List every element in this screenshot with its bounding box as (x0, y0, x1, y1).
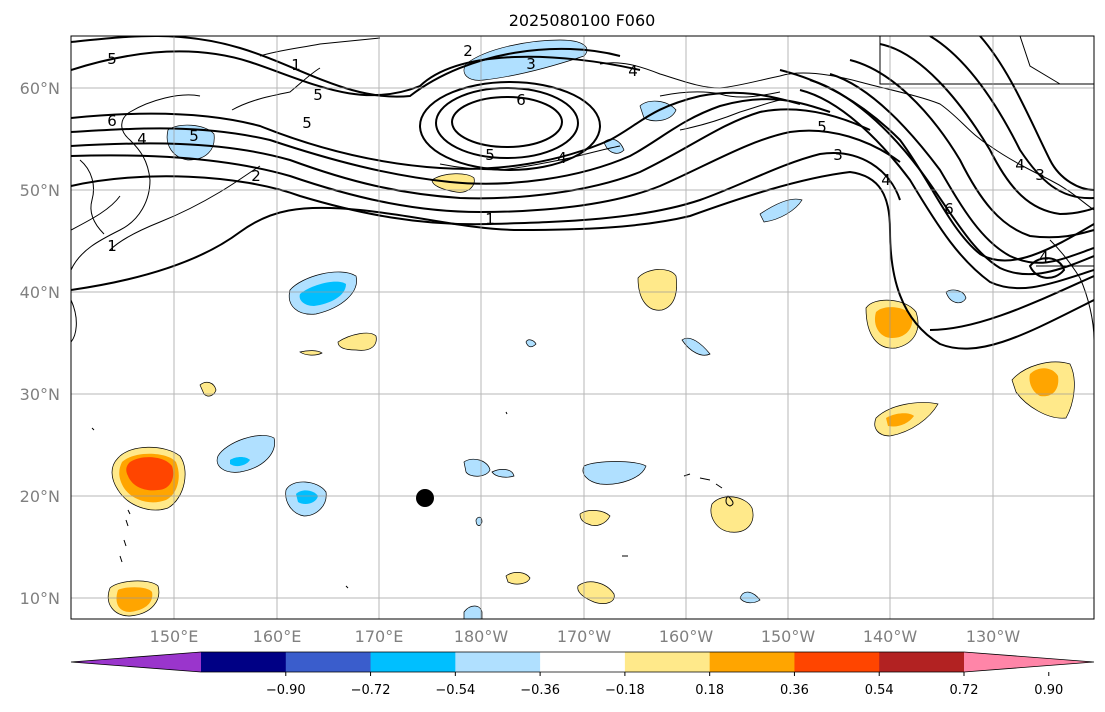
contour-label: 6 (107, 112, 117, 130)
contour-label: 5 (107, 50, 117, 68)
lon-label: 160°E (253, 627, 302, 646)
contour-label: 6 (516, 91, 526, 109)
lat-label: 40°N (20, 283, 60, 302)
colorbar-segment (201, 652, 287, 672)
contour-label: 5 (189, 127, 199, 145)
contour-label: 1 (485, 210, 495, 228)
colorbar-tick-label: −0.54 (435, 683, 475, 698)
colorbar-segment (879, 652, 965, 672)
colorbar-outline (70, 651, 1095, 673)
colorbar-segment (370, 652, 456, 672)
latitude-labels: 60°N 50°N 40°N 30°N 20°N 10°N (20, 79, 60, 608)
colorbar-tick-label: −0.18 (605, 683, 645, 698)
contour-label: 3 (833, 146, 843, 164)
colorbar-tick-labels: −0.90 −0.72 −0.54 −0.36 −0.18 0.18 0.36 0.54 0.7… (266, 672, 1063, 698)
colorbar-tick-label: 0.90 (1034, 683, 1063, 698)
contour-label: 5 (485, 146, 495, 164)
contour-label: 5 (313, 86, 323, 104)
longitude-labels: 150°E 160°E 170°E 180°W 170°W 160°W 150°… (150, 627, 1021, 646)
colorbar-segment (709, 652, 795, 672)
contour-label: 1 (107, 237, 117, 255)
storm-position-marker (416, 489, 434, 507)
lon-label: 160°W (659, 627, 714, 646)
colorbar-tick-label: 0.54 (865, 683, 894, 698)
contour-label: 3 (526, 55, 536, 73)
lat-label: 30°N (20, 385, 60, 404)
map-area: 5 2 1 5 5 6 4 5 2 1 3 6 5 4 1 4 5 3 4 6 … (71, 36, 1094, 619)
colorbar-segment (624, 652, 711, 672)
colorbar-segment (285, 652, 372, 672)
contour-label: 3 (1035, 166, 1045, 184)
contour-label: 6 (944, 200, 954, 218)
lat-label: 10°N (20, 589, 60, 608)
contour-label: 4 (1015, 156, 1025, 174)
colorbar-tick-label: −0.72 (351, 683, 391, 698)
colorbar-tick-label: −0.36 (520, 683, 560, 698)
map-frame (70, 35, 1095, 620)
colorbar-segment (540, 652, 626, 672)
map-title: 2025080100 F060 (509, 11, 656, 30)
colorbar (70, 651, 1095, 673)
lat-label: 20°N (20, 487, 60, 506)
contour-labels: 5 2 1 5 5 6 4 5 2 1 3 6 5 4 1 4 5 3 4 6 … (107, 42, 1049, 266)
lon-label: 150°W (761, 627, 816, 646)
contour-label: 5 (817, 118, 827, 136)
lon-label: 180°W (454, 627, 509, 646)
graticule (71, 36, 1094, 619)
colorbar-tick-label: 0.18 (695, 683, 724, 698)
contour-label: 4 (557, 149, 567, 167)
anomaly-shading (107, 39, 1075, 619)
contour-label: 2 (251, 167, 261, 185)
lon-label: 170°W (557, 627, 612, 646)
contour-label: 5 (302, 114, 312, 132)
colorbar-extend-low (71, 652, 201, 672)
contour-lines (71, 36, 1094, 350)
contour-label: 4 (628, 62, 638, 80)
colorbar-tick-label: 0.36 (780, 683, 809, 698)
contour-label: 4 (1039, 248, 1049, 266)
colorbar-segment (455, 652, 541, 672)
lon-label: 130°W (966, 627, 1021, 646)
contour-label: 1 (291, 56, 301, 74)
lon-label: 140°W (863, 627, 918, 646)
lon-label: 150°E (150, 627, 199, 646)
colorbar-tick-label: −0.90 (266, 683, 306, 698)
lon-label: 170°E (355, 627, 404, 646)
colorbar-extend-high (964, 652, 1094, 672)
contour-label: 4 (137, 130, 147, 148)
contour-label: 2 (463, 42, 473, 60)
contour-label: 4 (881, 171, 891, 189)
colorbar-segment (794, 652, 880, 672)
lat-label: 50°N (20, 181, 60, 200)
colorbar-tick-label: 0.72 (950, 683, 979, 698)
lat-label: 60°N (20, 79, 60, 98)
